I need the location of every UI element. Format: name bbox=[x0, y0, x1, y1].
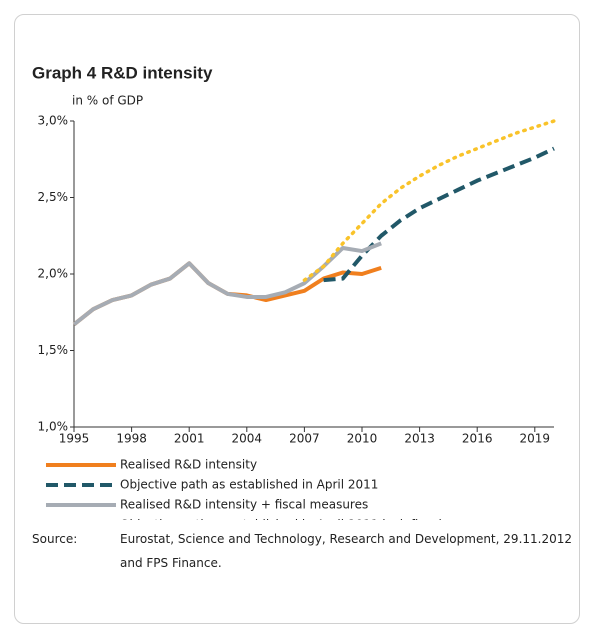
x-tick-label: 2010 bbox=[347, 432, 378, 446]
x-tick-label: 2004 bbox=[232, 432, 263, 446]
x-tick-label: 1995 bbox=[59, 432, 90, 446]
legend-label: Objective path as established in April 2… bbox=[120, 478, 378, 492]
source-label: Source: bbox=[32, 532, 78, 546]
series-line bbox=[72, 241, 382, 327]
y-tick-label: 3,0% bbox=[38, 114, 69, 128]
x-tick-label: 1998 bbox=[116, 432, 147, 446]
chart: Graph 4 R&D intensity in % of GDP 1,0% 1,… bbox=[32, 63, 556, 521]
subtitle: in % of GDP bbox=[72, 94, 143, 108]
legend-label: Realised R&D intensity + fiscal measures bbox=[120, 498, 368, 512]
x-tick-label: 2019 bbox=[520, 432, 551, 446]
legend-label: Objective path as established in April 2… bbox=[120, 518, 504, 521]
card bbox=[14, 14, 580, 624]
y-tick-label: 1,5% bbox=[38, 343, 69, 357]
chart-title: Graph 4 R&D intensity bbox=[32, 63, 213, 82]
legend-label: Realised R&D intensity bbox=[120, 458, 257, 472]
x-tick-label: 2007 bbox=[289, 432, 320, 446]
y-tick-label: 2,5% bbox=[38, 190, 69, 204]
x-tick-label: 2016 bbox=[462, 432, 493, 446]
y-tick-label: 1,0% bbox=[38, 420, 69, 434]
y-tick-label: 2,0% bbox=[38, 267, 69, 281]
source-text: Eurostat, Science and Technology, Resear… bbox=[120, 532, 572, 570]
x-tick-label: 2013 bbox=[404, 432, 435, 446]
series-line bbox=[302, 119, 556, 282]
source: Source: Eurostat, Science and Technology… bbox=[32, 527, 572, 575]
series-line bbox=[323, 146, 555, 283]
x-tick-label: 2001 bbox=[174, 432, 205, 446]
